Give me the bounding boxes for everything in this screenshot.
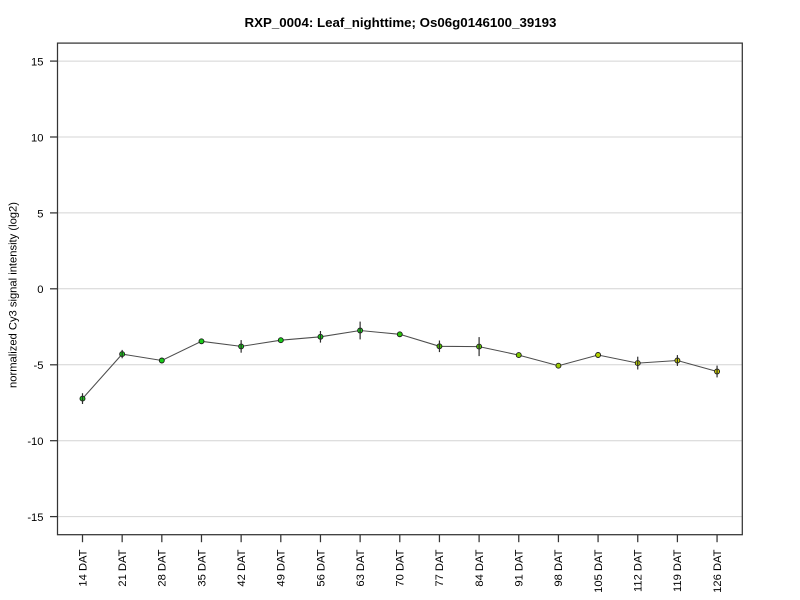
svg-text:-15: -15 [27,512,43,524]
svg-text:10: 10 [31,132,43,144]
svg-text:15: 15 [31,57,43,69]
svg-text:126 DAT: 126 DAT [712,549,724,592]
svg-text:91 DAT: 91 DAT [514,549,526,586]
svg-text:RXP_0004: Leaf_nighttime; Os06: RXP_0004: Leaf_nighttime; Os06g0146100_3… [245,15,557,30]
svg-text:112 DAT: 112 DAT [633,549,645,592]
svg-text:0: 0 [37,284,43,296]
svg-text:56 DAT: 56 DAT [315,549,327,586]
svg-text:70 DAT: 70 DAT [395,549,407,586]
svg-text:105 DAT: 105 DAT [593,549,605,592]
svg-text:5: 5 [37,208,43,220]
svg-text:14 DAT: 14 DAT [77,549,89,586]
svg-text:63 DAT: 63 DAT [355,549,367,586]
svg-text:35 DAT: 35 DAT [196,549,208,586]
svg-text:-5: -5 [34,360,44,372]
svg-text:-10: -10 [27,436,43,448]
svg-text:98 DAT: 98 DAT [553,549,565,586]
svg-text:77 DAT: 77 DAT [434,549,446,586]
svg-text:84 DAT: 84 DAT [474,549,486,586]
svg-text:normalized Cy3 signal intensit: normalized Cy3 signal intensity (log2) [8,202,20,388]
svg-text:49 DAT: 49 DAT [276,549,288,586]
svg-text:42 DAT: 42 DAT [236,549,248,586]
svg-text:28 DAT: 28 DAT [157,549,169,586]
svg-text:21 DAT: 21 DAT [117,549,129,586]
svg-text:119 DAT: 119 DAT [672,549,684,592]
